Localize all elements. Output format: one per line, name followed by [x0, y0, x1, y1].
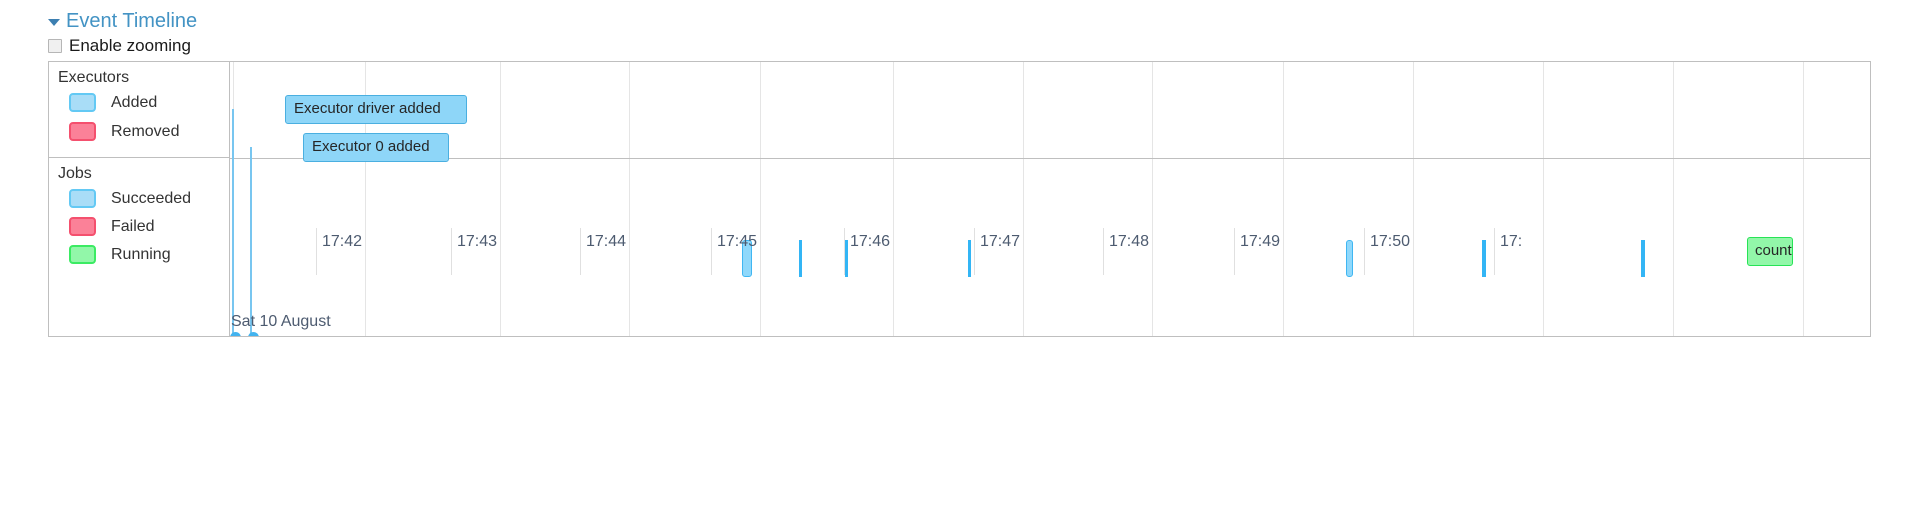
legend-item-added: Added	[69, 93, 157, 112]
axis-tick-label: 17:44	[586, 233, 627, 250]
axis-tick-label: 17:47	[980, 233, 1021, 250]
swatch-running-icon	[69, 245, 96, 264]
job-bar[interactable]	[1641, 240, 1645, 277]
job-bar[interactable]	[968, 240, 971, 277]
gridline-4	[760, 62, 761, 336]
gridline-5	[893, 62, 894, 336]
axis-tick-mark-3	[711, 228, 712, 275]
enable-zooming-label: Enable zooming	[69, 36, 191, 55]
gridline-2	[500, 62, 501, 336]
timeline-axis: 17:42 17:43 17:44 17:45 17:46 17:47 17:48 17:49…	[181, 228, 1822, 276]
legend-group-executors: Executors Added Removed	[49, 62, 230, 158]
legend-label-running: Running	[111, 245, 171, 263]
gridline-8	[1283, 62, 1284, 336]
page-title: Event Timeline	[66, 10, 198, 32]
enable-zooming-row[interactable]: Enable zooming	[48, 36, 191, 55]
job-bar[interactable]	[1482, 240, 1486, 277]
event-stem-dot-0[interactable]	[230, 332, 241, 336]
job-bar[interactable]	[1346, 240, 1353, 277]
axis-tick-mark-0	[316, 228, 317, 275]
axis-tick-mark-7	[1234, 228, 1235, 275]
swatch-failed-icon	[69, 217, 96, 236]
row-separator-executors-jobs	[230, 158, 1870, 159]
gridline-7	[1152, 62, 1153, 336]
legend-label-removed: Removed	[111, 122, 180, 140]
legend-title-executors: Executors	[58, 69, 130, 86]
timeline-content[interactable]: Executor driver added Executor 0 added co…	[230, 62, 1870, 336]
executor-event-box[interactable]: Executor 0 added	[303, 133, 449, 162]
legend-item-succeeded: Succeeded	[69, 189, 191, 208]
caret-down-icon	[48, 18, 60, 26]
gridline-11	[1673, 62, 1674, 336]
legend-label-succeeded: Succeeded	[111, 189, 192, 207]
axis-tick-mark-1	[451, 228, 452, 275]
legend-item-running: Running	[69, 245, 171, 264]
job-bar[interactable]	[799, 240, 802, 277]
axis-date-label: Sat 10 August	[231, 313, 331, 330]
legend-item-removed: Removed	[69, 122, 179, 141]
gridline-9	[1413, 62, 1414, 336]
event-timeline-toggle[interactable]: Event Timeline	[48, 10, 197, 32]
enable-zooming-checkbox[interactable]	[48, 38, 62, 53]
axis-tick-label: 17:49	[1240, 233, 1281, 250]
gridline-1	[365, 62, 366, 336]
job-bar[interactable]	[742, 240, 752, 277]
legend-item-failed: Failed	[69, 217, 155, 236]
job-running-box[interactable]: count	[1747, 237, 1793, 266]
executor-event-box[interactable]: Executor driver added	[285, 95, 467, 124]
swatch-succeeded-icon	[69, 189, 96, 208]
gridline-3	[629, 62, 630, 336]
event-stem-0	[232, 109, 234, 336]
axis-tick-mark-4	[844, 228, 845, 275]
legend-title-jobs: Jobs	[58, 165, 92, 182]
swatch-removed-icon	[69, 122, 96, 141]
legend-label-added: Added	[111, 93, 158, 111]
axis-tick-mark-8	[1364, 228, 1365, 275]
timeline-legend: Executors Added Removed Jobs Succeeded	[49, 62, 230, 336]
swatch-added-icon	[69, 93, 96, 112]
axis-tick-label: 17:46	[850, 233, 891, 250]
axis-tick-mark-6	[1103, 228, 1104, 275]
gridline-6	[1023, 62, 1024, 336]
legend-group-jobs: Jobs Succeeded Failed Running	[49, 158, 230, 336]
axis-tick-label: 17:	[1500, 233, 1523, 250]
event-stem-dot-1[interactable]	[248, 332, 259, 336]
axis-tick-label: 17:50	[1370, 233, 1411, 250]
job-bar[interactable]	[845, 240, 848, 277]
axis-tick-label: 17:45	[717, 233, 758, 250]
legend-label-failed: Failed	[111, 217, 155, 235]
timeline-frame: Executors Added Removed Jobs Succeeded	[48, 61, 1871, 337]
axis-tick-mark-9	[1494, 228, 1495, 275]
axis-tick-label: 17:43	[457, 233, 498, 250]
axis-tick-label: 17:42	[322, 233, 363, 250]
axis-tick-mark-2	[580, 228, 581, 275]
axis-tick-mark-5	[974, 228, 975, 275]
gridline-10	[1543, 62, 1544, 336]
axis-tick-label: 17:48	[1109, 233, 1150, 250]
event-stem-1	[250, 147, 252, 336]
gridline-12	[1803, 62, 1804, 336]
